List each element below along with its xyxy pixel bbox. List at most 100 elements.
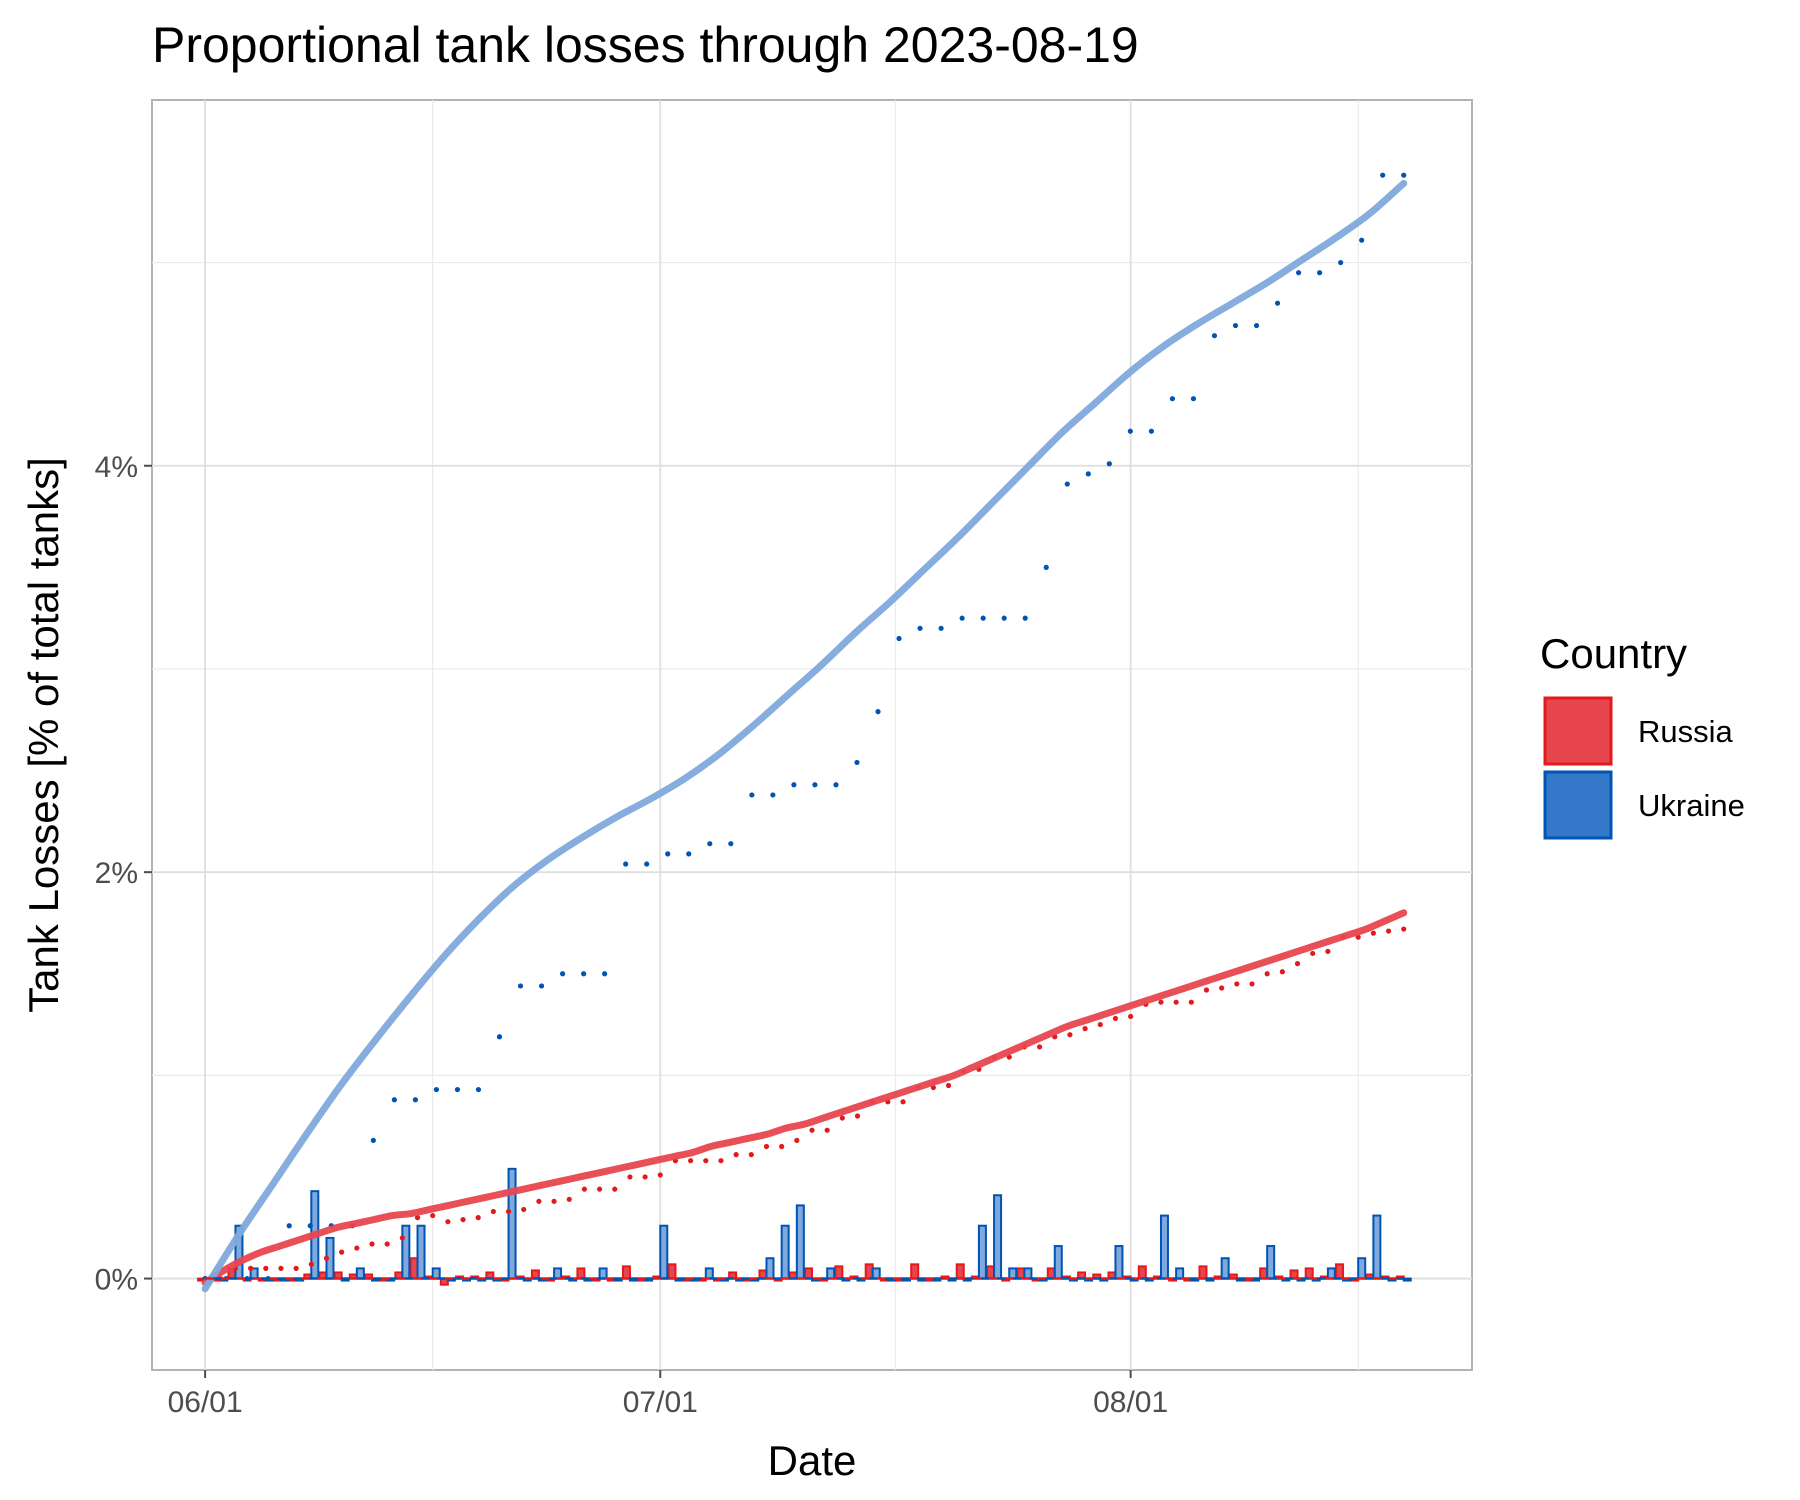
cumulative-point-russia	[688, 1158, 694, 1164]
cumulative-point-ukraine	[875, 709, 881, 715]
cumulative-point-ukraine	[1064, 481, 1070, 487]
cumulative-point-russia	[339, 1249, 345, 1255]
cumulative-point-russia	[1401, 926, 1407, 932]
cumulative-point-russia	[263, 1265, 269, 1271]
trend-line-ukraine	[201, 179, 1408, 1293]
cumulative-point-ukraine	[938, 625, 944, 631]
cumulative-point-russia	[475, 1215, 481, 1221]
cumulative-point-ukraine	[728, 841, 734, 847]
cumulative-point-ukraine	[286, 1223, 292, 1229]
daily-bar-ukraine	[431, 1267, 441, 1280]
cumulative-point-ukraine	[1359, 237, 1365, 243]
cumulative-point-russia	[551, 1198, 557, 1204]
cumulative-point-russia	[384, 1241, 390, 1247]
daily-bar-russia	[1198, 1265, 1208, 1280]
daily-bar-ukraine	[1266, 1245, 1276, 1280]
daily-bar-russia	[1137, 1265, 1147, 1280]
cumulative-point-russia	[369, 1241, 375, 1247]
cumulative-point-ukraine	[602, 971, 608, 977]
cumulative-point-ukraine	[1106, 461, 1112, 467]
daily-bar-russia	[864, 1263, 874, 1280]
cumulative-point-ukraine	[1043, 564, 1049, 570]
daily-bar-ukraine	[704, 1267, 714, 1280]
cumulative-point-russia	[460, 1217, 466, 1223]
daily-bar-russia	[1016, 1267, 1026, 1280]
cumulative-point-russia	[657, 1172, 663, 1178]
cumulative-point-ukraine	[538, 983, 545, 989]
cumulative-point-russia	[1325, 948, 1331, 955]
cumulative-point-russia	[1067, 1032, 1073, 1038]
cumulative-point-russia	[414, 1215, 421, 1221]
daily-bar-ukraine	[765, 1257, 775, 1280]
legend-title: Country	[1540, 630, 1687, 677]
cumulative-point-russia	[1219, 985, 1225, 991]
daily-bar-ukraine	[1326, 1267, 1336, 1280]
cumulative-point-ukraine	[1295, 270, 1302, 276]
cumulative-point-russia	[1173, 999, 1179, 1005]
daily-bar-russia	[409, 1257, 419, 1280]
y-tick-label: 4%	[95, 451, 138, 484]
cumulative-point-ukraine	[475, 1086, 482, 1093]
cumulative-point-russia	[596, 1186, 603, 1192]
daily-bar-russia	[834, 1265, 844, 1280]
cumulative-point-russia	[748, 1152, 754, 1158]
y-tick-label: 2%	[95, 857, 138, 890]
cumulative-point-ukraine	[454, 1086, 461, 1093]
cumulative-point-ukraine	[770, 792, 776, 798]
legend-key-ukraine	[1543, 770, 1613, 840]
cumulative-point-russia	[1279, 969, 1285, 975]
daily-bar-ukraine	[871, 1267, 881, 1280]
cumulative-point-russia	[718, 1158, 724, 1164]
cumulative-point-russia	[445, 1219, 451, 1225]
daily-bar-ukraine	[993, 1194, 1003, 1280]
cumulative-point-ukraine	[707, 841, 713, 847]
daily-bar-russia	[986, 1265, 996, 1280]
cumulative-point-ukraine	[391, 1097, 397, 1103]
cumulative-point-russia	[1128, 1013, 1134, 1020]
cumulative-point-russia	[794, 1137, 800, 1143]
daily-bar-ukraine	[977, 1224, 987, 1280]
daily-bar-ukraine	[416, 1224, 426, 1280]
cumulative-point-ukraine	[1169, 396, 1176, 402]
cumulative-point-russia	[581, 1186, 588, 1192]
cumulative-point-ukraine	[749, 792, 755, 798]
daily-bar-ukraine	[401, 1224, 411, 1280]
daily-bar-russia	[621, 1265, 631, 1280]
cumulative-point-russia	[566, 1196, 572, 1202]
daily-bar-russia	[667, 1263, 677, 1280]
daily-bar-ukraine	[659, 1224, 669, 1280]
cumulative-point-ukraine	[1380, 172, 1386, 178]
cumulative-point-russia	[1036, 1044, 1043, 1050]
daily-bar-ukraine	[1372, 1214, 1382, 1280]
cumulative-point-russia	[1249, 981, 1255, 987]
cumulative-point-russia	[733, 1152, 739, 1158]
daily-bar-russia	[910, 1263, 920, 1280]
chart-title: Proportional tank losses through 2023-08…	[152, 17, 1139, 73]
cumulative-point-russia	[642, 1174, 648, 1180]
cumulative-point-ukraine	[1127, 428, 1133, 434]
daily-bar-ukraine	[1008, 1267, 1018, 1280]
cumulative-point-russia	[1097, 1021, 1103, 1028]
cumulative-point-russia	[293, 1265, 299, 1271]
cumulative-point-ukraine	[917, 625, 923, 631]
cumulative-point-ukraine	[517, 983, 524, 989]
daily-bar-russia	[1335, 1263, 1345, 1280]
cumulative-point-ukraine	[370, 1137, 376, 1143]
cumulative-point-ukraine	[791, 782, 797, 788]
cumulative-point-russia	[763, 1143, 770, 1150]
cumulative-point-russia	[945, 1082, 952, 1089]
cumulative-point-russia	[809, 1127, 815, 1133]
cumulative-point-ukraine	[412, 1097, 418, 1103]
cumulative-point-ukraine	[1338, 259, 1344, 266]
cumulative-point-russia	[1112, 1015, 1119, 1022]
cumulative-point-ukraine	[833, 782, 839, 788]
cumulative-point-ukraine	[686, 851, 692, 857]
cumulative-point-ukraine	[1022, 615, 1028, 621]
y-axis-title: Tank Losses [% of total tanks]	[20, 457, 67, 1013]
daily-bar-ukraine	[507, 1167, 517, 1280]
daily-bar-ukraine	[1175, 1267, 1185, 1280]
cumulative-point-russia	[839, 1115, 845, 1121]
cumulative-point-ukraine	[854, 759, 860, 766]
cumulative-point-russia	[1385, 928, 1392, 934]
cumulative-point-ukraine	[896, 635, 902, 642]
